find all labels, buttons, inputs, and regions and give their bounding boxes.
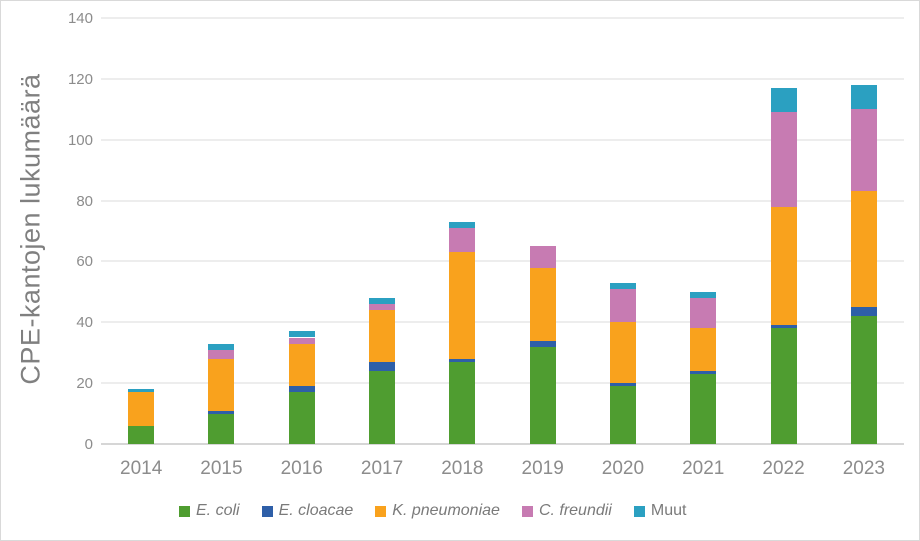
bar-segment-c-freundii bbox=[449, 227, 476, 253]
legend-swatch bbox=[375, 505, 387, 517]
bar-segment-e-coli bbox=[369, 370, 396, 444]
bar-segment-muut bbox=[690, 291, 717, 298]
x-tick-label: 2022 bbox=[762, 458, 805, 479]
bar-segment-e-coli bbox=[449, 361, 476, 444]
bar-segment-e-cloacae bbox=[850, 307, 877, 317]
y-tick-label: 60 bbox=[76, 253, 93, 271]
bar-segment-c-freundii bbox=[770, 112, 797, 207]
legend-label: Muut bbox=[650, 502, 687, 519]
bar-segment-muut bbox=[128, 389, 155, 393]
bar-segment-e-cloacae bbox=[770, 325, 797, 329]
legend: E. coli E. cloacae K. pneumoniae C. freundi… bbox=[179, 502, 686, 520]
bar-segment-e-coli bbox=[208, 413, 235, 444]
y-tick-label: 100 bbox=[67, 131, 93, 149]
legend-swatch bbox=[261, 505, 273, 517]
bar-segment-muut bbox=[288, 331, 315, 338]
x-tick-label: 2020 bbox=[601, 458, 645, 479]
bar-segment-k-pneumoniae bbox=[770, 206, 797, 326]
y-tick-label: 20 bbox=[76, 375, 93, 393]
bar-segment-e-cloacae bbox=[208, 410, 235, 414]
y-tick-label: 80 bbox=[76, 192, 93, 210]
x-axis-line bbox=[101, 443, 904, 445]
legend-label: K. pneumoniae bbox=[392, 502, 500, 519]
bar-segment-e-coli bbox=[288, 392, 315, 444]
bar-segment-muut bbox=[850, 84, 877, 110]
bar-segment-k-pneumoniae bbox=[288, 343, 315, 387]
legend-item: C. freundii bbox=[521, 502, 612, 520]
bar-segment-e-coli bbox=[609, 386, 636, 444]
x-tick-label: 2023 bbox=[842, 458, 885, 479]
x-tick-label: 2018 bbox=[441, 458, 484, 479]
bar-segment-e-cloacae bbox=[529, 340, 556, 347]
bar-segment-e-coli bbox=[770, 328, 797, 444]
x-tick-label: 2014 bbox=[120, 458, 163, 479]
bar-segment-muut bbox=[369, 297, 396, 305]
legend-label: C. freundii bbox=[538, 502, 612, 519]
gridline bbox=[101, 17, 904, 19]
x-tick-label: 2019 bbox=[521, 458, 564, 479]
y-axis-title: CPE-kantojen lukumäärä bbox=[15, 73, 46, 385]
bar-segment-muut bbox=[449, 221, 476, 228]
bar-segment-e-coli bbox=[690, 374, 717, 444]
bar-segment-e-cloacae bbox=[609, 383, 636, 387]
bar-segment-e-cloacae bbox=[288, 386, 315, 393]
bar-segment-e-cloacae bbox=[369, 361, 396, 371]
x-tick-label: 2021 bbox=[682, 458, 725, 479]
bar-segment-k-pneumoniae bbox=[128, 392, 155, 426]
bar-segment-e-cloacae bbox=[690, 370, 717, 374]
gridline bbox=[101, 260, 904, 263]
legend-swatch bbox=[521, 505, 533, 517]
bar-segment-e-coli bbox=[850, 316, 877, 444]
bar-segment-e-coli bbox=[529, 346, 556, 444]
bar-segment-k-pneumoniae bbox=[690, 328, 717, 371]
bar-segment-k-pneumoniae bbox=[850, 191, 877, 308]
legend-swatch bbox=[179, 505, 190, 517]
x-tick-label: 2016 bbox=[280, 458, 323, 479]
bar-segment-k-pneumoniae bbox=[609, 322, 636, 384]
bar-segment-c-freundii bbox=[529, 246, 556, 268]
gridline bbox=[101, 199, 904, 202]
bar-segment-k-pneumoniae bbox=[529, 267, 556, 341]
bar-segment-e-cloacae bbox=[449, 358, 476, 362]
bar-segment-k-pneumoniae bbox=[369, 310, 396, 362]
gridline bbox=[101, 382, 904, 385]
bar-segment-muut bbox=[770, 87, 797, 113]
x-tick-label: 2015 bbox=[200, 458, 243, 479]
bar-segment-c-freundii bbox=[850, 109, 877, 192]
legend-item: K. pneumoniae bbox=[375, 502, 500, 520]
legend-swatch bbox=[633, 505, 645, 517]
bar-segment-c-freundii bbox=[369, 304, 396, 311]
bar-segment-c-freundii bbox=[288, 337, 315, 344]
gridline bbox=[101, 77, 904, 80]
legend-label: E. cloacae bbox=[278, 502, 354, 519]
legend-label: E. coli bbox=[196, 502, 240, 519]
bar-segment-e-coli bbox=[128, 425, 155, 444]
legend-item: Muut bbox=[633, 502, 687, 520]
legend-item: E. coli bbox=[179, 502, 240, 520]
x-tick-label: 2017 bbox=[360, 458, 404, 479]
bar-segment-k-pneumoniae bbox=[449, 252, 476, 359]
legend-item: E. cloacae bbox=[261, 502, 354, 520]
y-tick-label: 40 bbox=[76, 314, 93, 332]
gridline bbox=[101, 321, 904, 324]
bar-segment-k-pneumoniae bbox=[208, 358, 235, 411]
bar-segment-muut bbox=[208, 343, 235, 350]
bar-segment-c-freundii bbox=[208, 349, 235, 359]
bar-segment-muut bbox=[609, 282, 636, 289]
bar-segment-c-freundii bbox=[690, 297, 717, 329]
y-tick-label: 120 bbox=[67, 70, 93, 88]
bar-segment-c-freundii bbox=[609, 288, 636, 323]
y-tick-label: 140 bbox=[67, 10, 93, 27]
y-tick-label: 0 bbox=[84, 436, 93, 453]
gridline bbox=[101, 138, 904, 141]
